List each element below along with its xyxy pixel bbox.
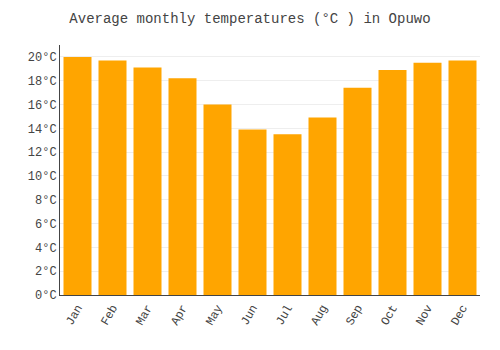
svg-text:Jan: Jan xyxy=(63,302,86,328)
svg-text:6°C: 6°C xyxy=(35,218,57,232)
svg-text:0°C: 0°C xyxy=(35,289,57,303)
svg-text:12°C: 12°C xyxy=(28,146,57,160)
svg-text:Aug: Aug xyxy=(308,302,331,328)
svg-text:Sep: Sep xyxy=(343,302,366,328)
svg-text:4°C: 4°C xyxy=(35,242,57,256)
svg-text:Oct: Oct xyxy=(378,302,401,328)
svg-text:20°C: 20°C xyxy=(28,51,57,65)
svg-text:Mar: Mar xyxy=(133,302,156,328)
svg-text:Apr: Apr xyxy=(168,302,191,328)
svg-text:Feb: Feb xyxy=(98,302,121,328)
svg-text:2°C: 2°C xyxy=(35,265,57,279)
svg-text:Average monthly temperatures (: Average monthly temperatures (°C ) in Op… xyxy=(69,11,430,27)
svg-text:16°C: 16°C xyxy=(28,99,57,113)
svg-text:Nov: Nov xyxy=(413,302,436,328)
svg-text:14°C: 14°C xyxy=(28,123,57,137)
svg-text:Jun: Jun xyxy=(238,302,261,328)
svg-text:10°C: 10°C xyxy=(28,170,57,184)
svg-text:May: May xyxy=(203,302,226,328)
svg-text:18°C: 18°C xyxy=(28,75,57,89)
svg-text:Jul: Jul xyxy=(273,302,296,328)
svg-text:8°C: 8°C xyxy=(35,194,57,208)
svg-text:Dec: Dec xyxy=(448,302,471,328)
